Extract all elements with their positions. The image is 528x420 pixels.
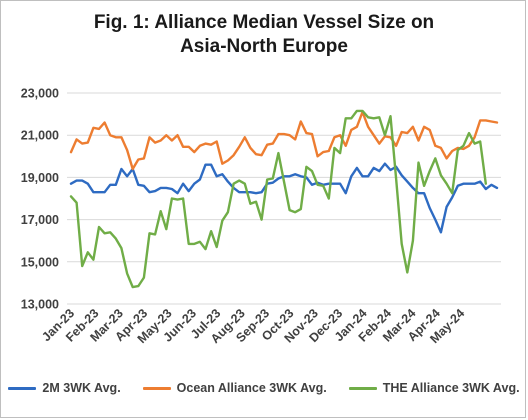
y-tick-label: 17,000 <box>21 213 59 227</box>
chart-title-line-1: Fig. 1: Alliance Median Vessel Size on <box>93 12 435 33</box>
series-line-3 <box>69 109 487 289</box>
legend-swatch <box>8 386 37 390</box>
chart-legend: 2M 3WK Avg. Ocean Alliance 3WK Avg. THE Al… <box>1 378 527 398</box>
y-tick-label: 15,000 <box>21 255 59 269</box>
chart-title: Fig. 1: Alliance Median Vessel Size on A… <box>1 11 527 59</box>
legend-label: THE Alliance 3WK Avg. <box>382 381 520 395</box>
legend-item: Ocean Alliance 3WK Avg. <box>142 381 327 395</box>
series-line-2 <box>69 110 499 171</box>
legend-item: THE Alliance 3WK Avg. <box>348 381 520 395</box>
legend-swatch <box>142 386 171 390</box>
chart-title-line-2: Asia-North Europe <box>180 36 348 57</box>
legend-label: Ocean Alliance 3WK Avg. <box>176 381 327 395</box>
series-line-1 <box>69 162 499 234</box>
y-tick-label: 19,000 <box>21 171 59 185</box>
y-tick-label: 21,000 <box>21 129 59 143</box>
y-tick-label: 23,000 <box>21 87 59 101</box>
legend-swatch <box>348 386 377 390</box>
y-tick-label: 13,000 <box>21 298 59 312</box>
legend-label: 2M 3WK Avg. <box>42 381 121 395</box>
legend-item: 2M 3WK Avg. <box>8 381 121 395</box>
